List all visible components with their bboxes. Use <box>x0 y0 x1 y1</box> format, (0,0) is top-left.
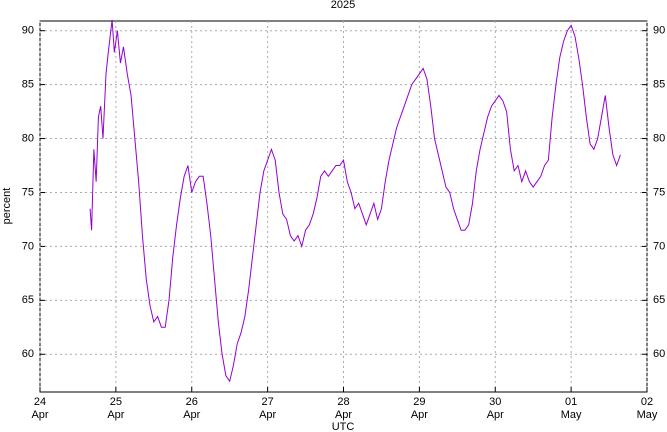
x-tick-label: 24 Apr <box>31 396 49 421</box>
y2-tick-label: 90 <box>653 25 665 37</box>
y2-tick-label: 85 <box>653 79 665 91</box>
x-tick-label: 29 Apr <box>410 396 428 421</box>
data-line <box>89 19 621 383</box>
y-tick-label: 80 <box>22 132 34 144</box>
x-tick-label: 30 Apr <box>486 396 504 421</box>
y-tick-label: 75 <box>22 186 34 198</box>
y2-tick-label: 60 <box>653 348 665 360</box>
x-tick-label: 27 Apr <box>259 396 277 421</box>
y-axis-label: percent <box>1 188 13 225</box>
chart-title: 2025 <box>331 0 355 11</box>
y-tick-label: 90 <box>22 25 34 37</box>
x-tick-label: 25 Apr <box>107 396 125 421</box>
x-tick-label: 01 May <box>560 396 582 421</box>
y2-tick-label: 75 <box>653 186 665 198</box>
y-tick-label: 85 <box>22 79 34 91</box>
x-tick-label: 02 May <box>636 396 658 421</box>
x-tick-label: 26 Apr <box>183 396 201 421</box>
y2-tick-label: 70 <box>653 240 665 252</box>
x-tick-label: 28 Apr <box>334 396 353 421</box>
y-tick-label: 70 <box>22 240 34 252</box>
x-axis-label: UTC <box>332 421 355 432</box>
y-tick-label: 65 <box>22 294 34 306</box>
y2-tick-label: 80 <box>653 132 665 144</box>
y2-tick-label: 65 <box>653 294 665 306</box>
y-tick-label: 60 <box>22 348 34 360</box>
